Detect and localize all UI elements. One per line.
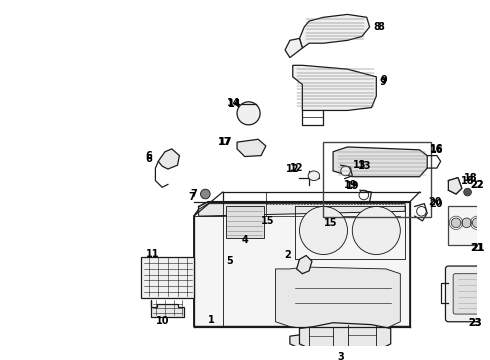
Text: 8: 8	[378, 22, 385, 32]
Circle shape	[483, 218, 490, 228]
Polygon shape	[299, 14, 369, 48]
Ellipse shape	[308, 171, 319, 181]
Text: 21: 21	[470, 243, 484, 253]
Polygon shape	[299, 323, 391, 354]
Bar	[323, 142, 431, 217]
Text: 6: 6	[146, 150, 152, 161]
Text: 6: 6	[146, 154, 152, 165]
Circle shape	[352, 207, 400, 255]
Text: 23: 23	[468, 318, 482, 328]
FancyBboxPatch shape	[453, 274, 490, 314]
Text: 16: 16	[430, 144, 443, 154]
Text: 19: 19	[343, 180, 357, 190]
Text: 7: 7	[191, 189, 197, 199]
Text: 17: 17	[219, 137, 232, 147]
Polygon shape	[275, 267, 400, 328]
Polygon shape	[237, 139, 266, 157]
Polygon shape	[141, 257, 194, 298]
Text: 20: 20	[429, 199, 442, 208]
Text: 22: 22	[470, 180, 484, 190]
Polygon shape	[158, 149, 179, 169]
Bar	[448, 207, 490, 245]
Text: 9: 9	[380, 77, 387, 87]
Polygon shape	[333, 147, 427, 177]
Circle shape	[299, 207, 347, 255]
Text: 10: 10	[156, 316, 170, 326]
Polygon shape	[194, 202, 410, 327]
Polygon shape	[285, 39, 302, 58]
Text: 21: 21	[471, 243, 485, 253]
Text: 11: 11	[146, 248, 159, 258]
Polygon shape	[225, 207, 264, 238]
Text: 20: 20	[428, 197, 441, 207]
Text: 18: 18	[464, 173, 477, 183]
Text: 16: 16	[430, 145, 443, 155]
Polygon shape	[150, 300, 184, 317]
FancyBboxPatch shape	[445, 266, 490, 322]
Text: 14: 14	[227, 98, 241, 108]
Circle shape	[472, 218, 482, 228]
Polygon shape	[296, 256, 312, 274]
Circle shape	[200, 189, 210, 199]
Polygon shape	[198, 204, 405, 216]
Circle shape	[451, 218, 461, 228]
Circle shape	[462, 218, 471, 228]
Text: 17: 17	[218, 137, 231, 147]
Text: 3: 3	[338, 352, 344, 360]
Circle shape	[341, 166, 350, 176]
Text: 15: 15	[324, 218, 338, 228]
Text: 12: 12	[286, 164, 299, 174]
Text: 18: 18	[461, 176, 474, 185]
Circle shape	[464, 188, 471, 196]
Polygon shape	[290, 332, 386, 351]
Text: 8: 8	[373, 22, 380, 32]
Text: 14: 14	[228, 99, 242, 109]
Text: 4: 4	[242, 235, 248, 245]
Text: 13: 13	[358, 161, 371, 171]
Text: 2: 2	[285, 249, 292, 260]
Polygon shape	[448, 178, 462, 194]
Text: 15: 15	[261, 216, 274, 226]
Text: 23: 23	[468, 318, 482, 328]
Text: 12: 12	[290, 163, 303, 173]
Text: 13: 13	[353, 160, 367, 170]
Text: 9: 9	[381, 75, 388, 85]
Text: 7: 7	[189, 192, 196, 202]
Text: 19: 19	[345, 181, 359, 191]
Text: 1: 1	[208, 315, 215, 325]
Text: 22: 22	[470, 180, 484, 190]
Polygon shape	[293, 65, 376, 111]
Text: 5: 5	[226, 256, 233, 266]
Circle shape	[237, 102, 260, 125]
